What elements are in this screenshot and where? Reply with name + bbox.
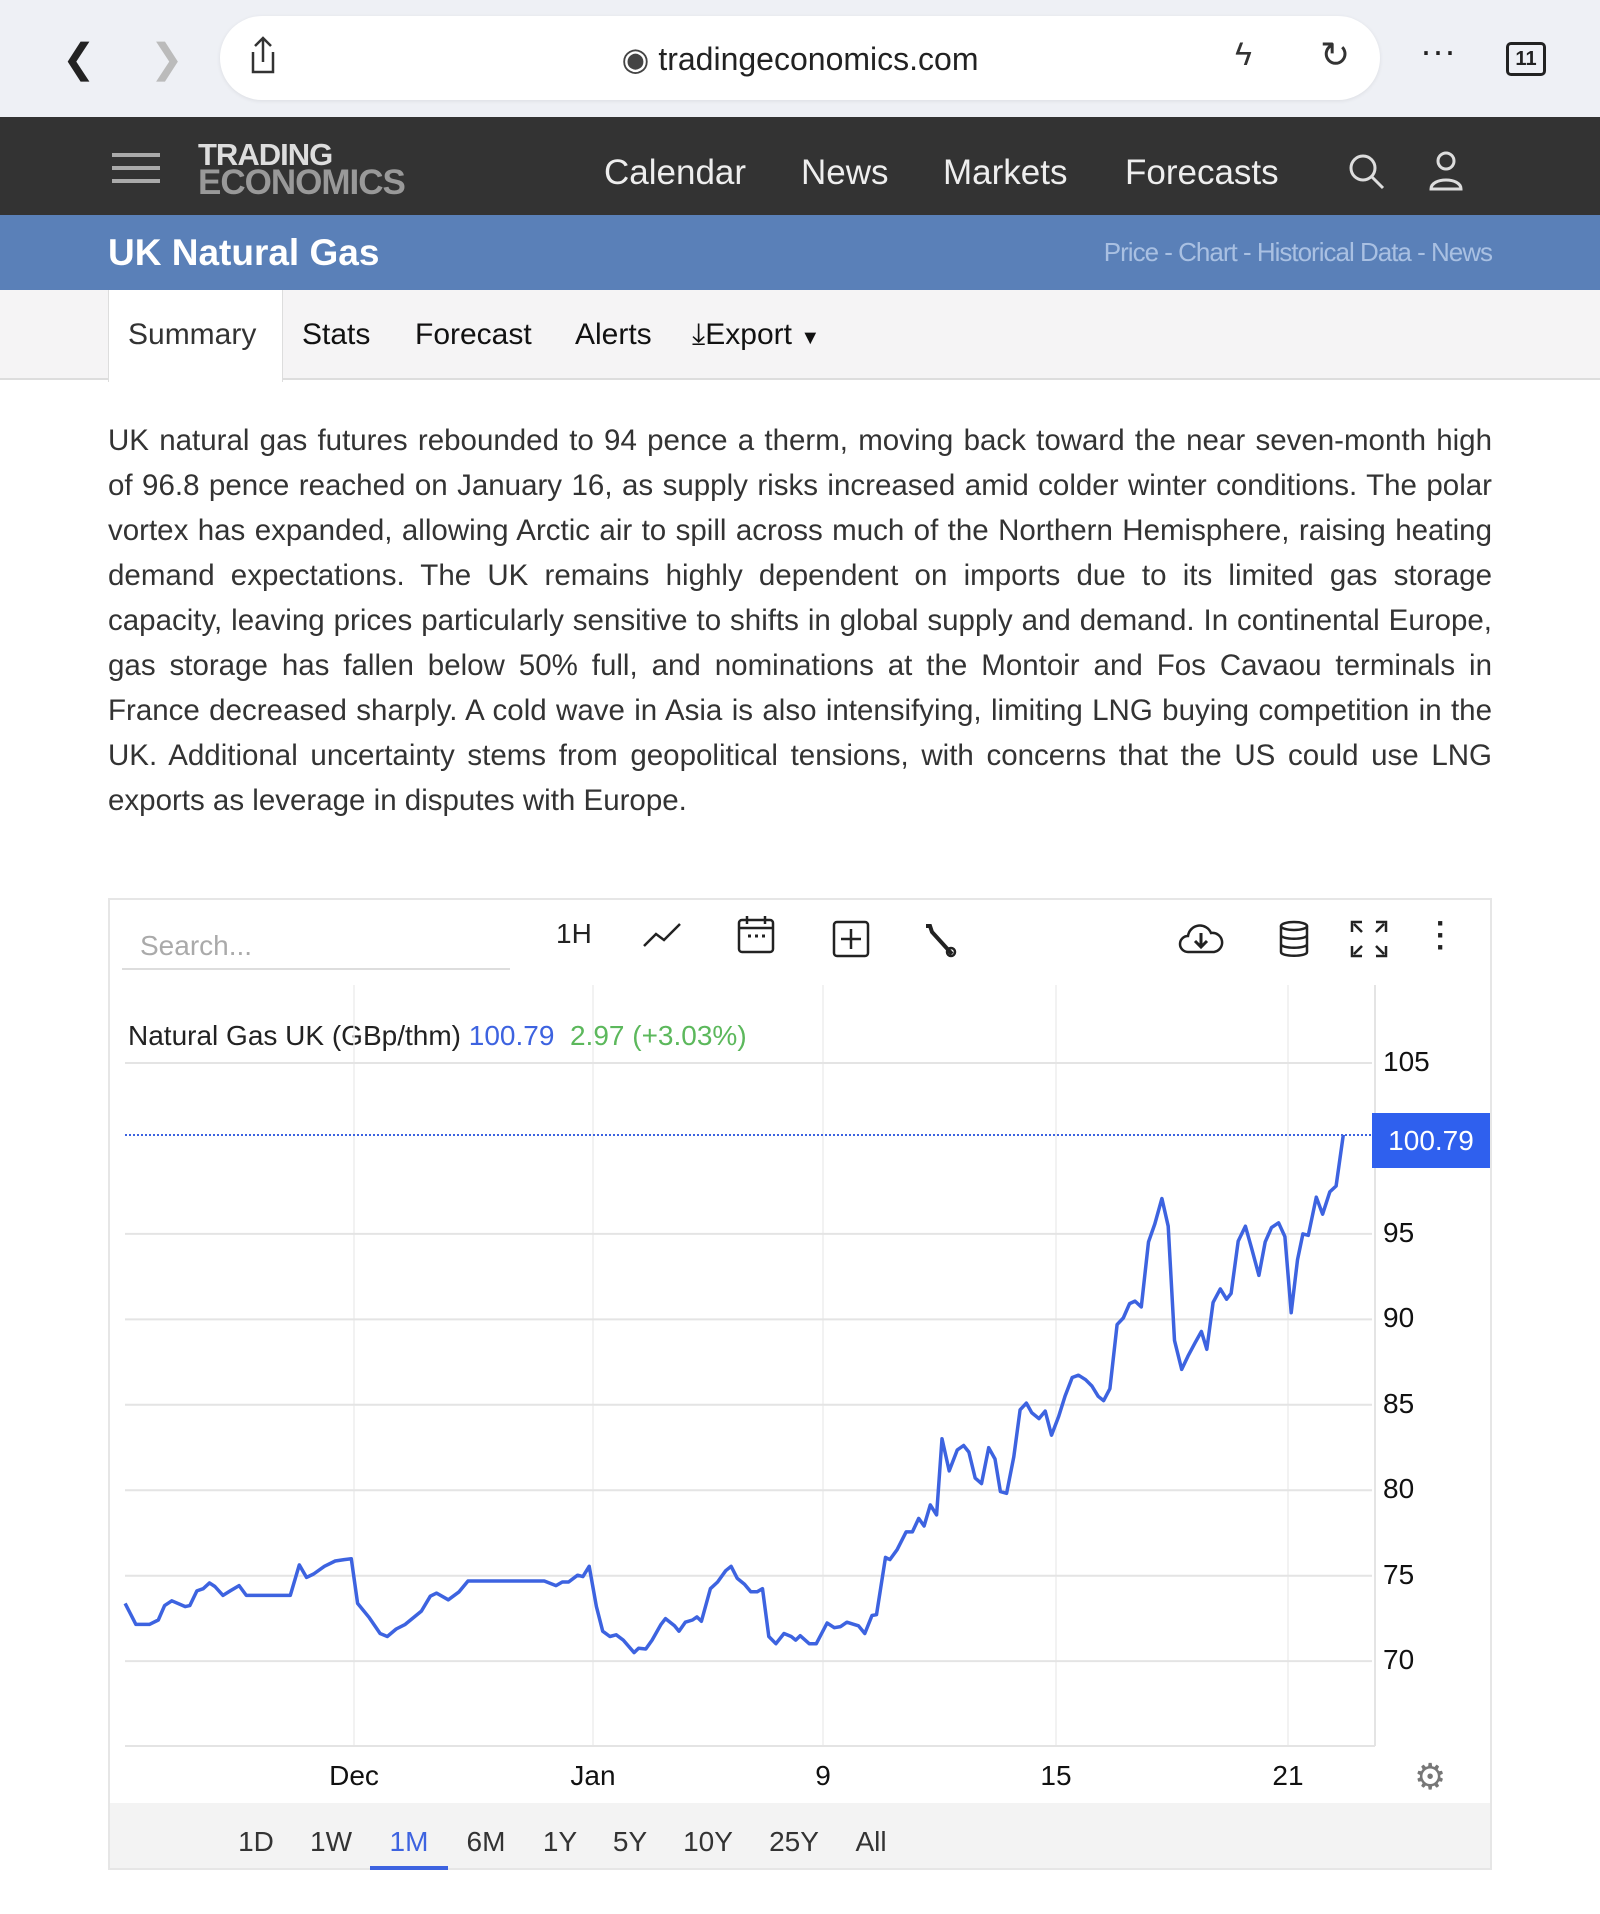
nav-markets[interactable]: Markets (943, 153, 1068, 192)
x-tick-label: 21 (1272, 1760, 1304, 1791)
more-options-icon[interactable]: · · · (1436, 907, 1446, 964)
page-header: UK Natural Gas Price - Chart - Historica… (0, 215, 1600, 290)
tab-forecast[interactable]: Forecast (415, 318, 532, 351)
share-icon[interactable] (248, 36, 278, 76)
tab-bar: Summary Stats Forecast Alerts ⤓Export ▼ (0, 290, 1600, 382)
chart-search-input[interactable]: Search... (122, 920, 510, 970)
price-series-line (123, 1134, 1346, 1655)
y-tick-label: 90 (1383, 1302, 1415, 1334)
settings-icon[interactable]: ⚙ (1414, 1756, 1447, 1797)
y-tick-label: 80 (1383, 1473, 1415, 1505)
range-1m[interactable]: 1M (370, 1826, 448, 1870)
fullscreen-icon[interactable] (1350, 920, 1388, 965)
x-tick-label: 15 (1040, 1760, 1072, 1791)
reload-icon[interactable]: ↻ (1320, 34, 1351, 75)
calendar-icon[interactable] (737, 914, 775, 961)
range-5y[interactable]: 5Y (612, 1826, 648, 1857)
nav-forecasts[interactable]: Forecasts (1125, 153, 1279, 192)
search-icon[interactable] (1348, 153, 1386, 196)
url-text: tradingeconomics.com (658, 41, 979, 77)
download-icon: ⤓ (692, 318, 706, 351)
x-tick-label: Jan (570, 1760, 616, 1791)
more-icon[interactable]: ··· (1420, 30, 1456, 71)
range-10y[interactable]: 10Y (683, 1826, 733, 1857)
x-tick-label: Dec (329, 1760, 379, 1791)
last-price-badge: 100.79 (1372, 1113, 1490, 1168)
range-6m[interactable]: 6M (466, 1826, 506, 1857)
range-selector (110, 1803, 1490, 1868)
y-tick-label: 85 (1383, 1387, 1415, 1419)
logo[interactable]: TRADING ECONOMICS (198, 137, 406, 202)
y-tick-label: 105 (1383, 1046, 1430, 1077)
series-label: Natural Gas UK (GBp/thm) (128, 1020, 461, 1051)
nav-news[interactable]: News (801, 153, 889, 192)
back-icon[interactable]: ❮ (62, 37, 96, 81)
browser-toolbar: ❮ ❯ ◉ tradingeconomics.com ϟ ↻ ··· 11 (0, 0, 1600, 117)
change-value: 2.97 (+3.03%) (569, 1020, 747, 1051)
tabs-button[interactable]: 11 (1506, 42, 1546, 76)
wrench-icon[interactable] (922, 922, 958, 965)
last-value: 100.79 (468, 1020, 555, 1051)
add-indicator-icon[interactable] (832, 920, 870, 965)
nav-calendar[interactable]: Calendar (604, 153, 747, 192)
header-links[interactable]: Price - Chart - Historical Data - News (1103, 237, 1493, 267)
user-icon[interactable] (1428, 151, 1464, 196)
range-all[interactable]: All (855, 1826, 887, 1857)
summary-text: UK natural gas futures rebounded to 94 p… (108, 424, 1492, 817)
tab-summary-bg (108, 290, 283, 382)
interval-button[interactable]: 1H (556, 918, 592, 949)
range-1y[interactable]: 1Y (542, 1826, 578, 1857)
address-bar[interactable]: ◉ tradingeconomics.com ϟ ↻ (220, 16, 1380, 100)
tab-export[interactable]: ⤓Export ▼ (692, 318, 821, 351)
y-tick-label: 70 (1383, 1644, 1415, 1676)
forward-icon[interactable]: ❯ (150, 37, 184, 81)
cloud-download-icon[interactable] (1178, 920, 1224, 963)
tab-stats[interactable]: Stats (302, 318, 371, 351)
chart-legend: Natural Gas UK (GBp/thm) 100.79 2.97 (+3… (128, 1020, 747, 1052)
range-1w[interactable]: 1W (310, 1826, 352, 1857)
database-icon[interactable] (1278, 920, 1310, 965)
tab-alerts[interactable]: Alerts (575, 318, 652, 351)
range-1d[interactable]: 1D (238, 1826, 274, 1857)
line-chart-icon[interactable] (642, 918, 682, 961)
tab-summary[interactable]: Summary (128, 318, 257, 351)
shield-icon: ◉ (621, 41, 650, 77)
hamburger-menu-icon[interactable] (112, 153, 160, 183)
caret-down-icon: ▼ (800, 327, 821, 349)
site-nav: TRADING ECONOMICS Calendar News Markets … (0, 117, 1600, 215)
chart-container (108, 898, 1492, 1870)
x-tick-label: 9 (815, 1760, 831, 1791)
page-title: UK Natural Gas (108, 232, 380, 273)
flash-icon[interactable]: ϟ (1235, 36, 1252, 72)
range-25y[interactable]: 25Y (769, 1826, 819, 1857)
y-tick-label: 95 (1383, 1216, 1415, 1248)
y-tick-label: 75 (1383, 1558, 1415, 1590)
